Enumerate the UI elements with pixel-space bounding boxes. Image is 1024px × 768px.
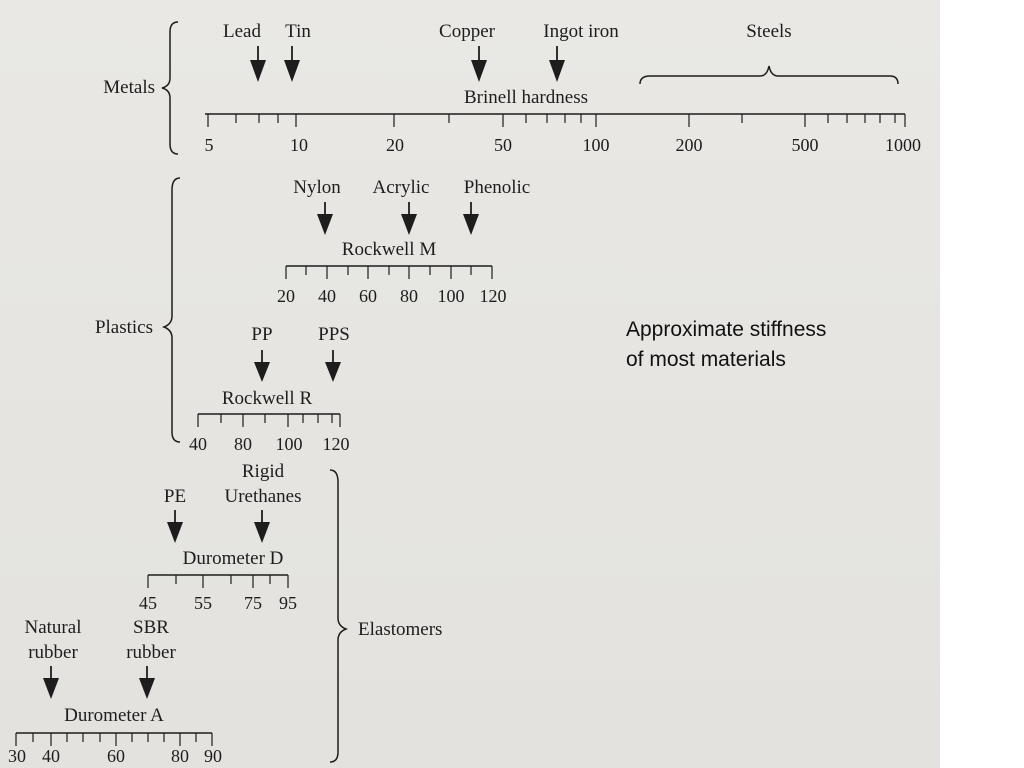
material-label-pp: PP (251, 324, 272, 345)
material-label-tin: Tin (285, 21, 311, 42)
material-label-pe: PE (164, 486, 186, 507)
arrow-pps (325, 350, 341, 382)
tick-label: 80 (234, 434, 252, 454)
tick-labels-rockwell-m: 20 40 60 80 100 120 (277, 286, 507, 306)
tick-label: 500 (792, 135, 819, 155)
tick-label: 100 (583, 135, 610, 155)
tick-label: 30 (8, 746, 26, 766)
tick-label: 40 (189, 434, 207, 454)
material-label-pps: PPS (318, 324, 350, 345)
arrow-phenolic (463, 202, 479, 235)
tick-label: 60 (359, 286, 377, 306)
arrow-nylon (317, 202, 333, 235)
tick-labels-durometer-d: 45 55 75 95 (139, 593, 297, 613)
tick-labels-rockwell-r: 40 80 100 120 (189, 434, 350, 454)
tick-label: 90 (204, 746, 222, 766)
brinell-hardness-scale: Lead Tin Copper Ingot iron Steels Brinel… (205, 21, 922, 155)
tick-label: 120 (323, 434, 350, 454)
tick-label: 10 (290, 135, 308, 155)
tick-label: 20 (386, 135, 404, 155)
arrow-natural-rubber (43, 666, 59, 699)
scale-title-rockwell-m: Rockwell M (342, 239, 437, 260)
material-label-nylon: Nylon (293, 177, 341, 198)
scale-title-brinell: Brinell hardness (464, 87, 588, 108)
ticks-durometer-d (147, 575, 289, 588)
tick-label: 80 (171, 746, 189, 766)
durometer-d-scale: PE Rigid Urethanes Durometer D 45 55 (139, 461, 302, 613)
arrow-pp (254, 350, 270, 382)
ticks-durometer-a (15, 733, 213, 746)
hardness-scales-diagram: Lead Tin Copper Ingot iron Steels Brinel… (8, 21, 922, 766)
ticks-brinell (207, 114, 906, 127)
brace-steels (639, 65, 899, 85)
tick-label: 50 (494, 135, 512, 155)
material-label-line: Rigid (242, 461, 285, 482)
brace-plastics (161, 177, 181, 443)
tick-label: 60 (107, 746, 125, 766)
ticks-rockwell-m (285, 266, 493, 279)
tick-labels-durometer-a: 30 40 60 80 90 (8, 746, 222, 766)
material-label-ingot-iron: Ingot iron (543, 21, 619, 42)
tick-label: 5 (205, 135, 214, 155)
tick-label: 100 (438, 286, 465, 306)
material-label-lead: Lead (223, 21, 261, 42)
scanned-figure-background (0, 0, 940, 768)
scale-title-rockwell-r: Rockwell R (222, 388, 313, 409)
material-label-sbr-rubber: SBR rubber (126, 617, 176, 663)
group-label-plastics: Plastics (95, 317, 153, 338)
material-label-line: Urethanes (224, 486, 301, 507)
tick-label: 95 (279, 593, 297, 613)
material-label-line: rubber (28, 642, 78, 663)
material-label-line: Natural (25, 617, 82, 638)
durometer-a-scale: Natural rubber SBR rubber Durometer A (8, 617, 222, 766)
material-label-line: rubber (126, 642, 176, 663)
tick-label: 45 (139, 593, 157, 613)
rockwell-r-scale: PP PPS Rockwell R 40 80 100 120 (189, 324, 350, 454)
tick-labels-brinell: 5 10 20 50 100 200 500 1000 (205, 135, 922, 155)
ticks-rockwell-r (197, 414, 341, 427)
material-label-acrylic: Acrylic (373, 177, 430, 198)
arrow-tin (284, 46, 300, 82)
tick-label: 100 (276, 434, 303, 454)
material-label-phenolic: Phenolic (464, 177, 531, 198)
arrow-ingot-iron (549, 46, 565, 82)
arrow-lead (250, 46, 266, 82)
arrow-rigid-urethanes (254, 510, 270, 543)
material-label-copper: Copper (439, 21, 496, 42)
arrow-pe (167, 510, 183, 543)
tick-label: 40 (42, 746, 60, 766)
material-label-steels: Steels (746, 21, 791, 42)
tick-label: 75 (244, 593, 262, 613)
group-label-metals: Metals (103, 77, 155, 98)
scale-title-durometer-d: Durometer D (183, 548, 284, 569)
material-label-line: SBR (133, 617, 169, 638)
tick-label: 1000 (885, 135, 921, 155)
arrow-copper (471, 46, 487, 82)
tick-label: 20 (277, 286, 295, 306)
arrow-sbr-rubber (139, 666, 155, 699)
tick-label: 200 (676, 135, 703, 155)
scale-title-durometer-a: Durometer A (64, 705, 164, 726)
material-label-natural-rubber: Natural rubber (25, 617, 82, 663)
rockwell-m-scale: Nylon Acrylic Phenolic Rockwell M (277, 177, 530, 306)
arrow-acrylic (401, 202, 417, 235)
brace-metals (161, 21, 179, 155)
tick-label: 55 (194, 593, 212, 613)
tick-label: 120 (480, 286, 507, 306)
tick-label: 80 (400, 286, 418, 306)
material-label-rigid-urethanes: Rigid Urethanes (224, 461, 301, 507)
figure-caption: Approximate stiffness of most materials (626, 318, 827, 371)
brace-elastomers (329, 469, 349, 763)
group-label-elastomers: Elastomers (358, 619, 442, 640)
tick-label: 40 (318, 286, 336, 306)
